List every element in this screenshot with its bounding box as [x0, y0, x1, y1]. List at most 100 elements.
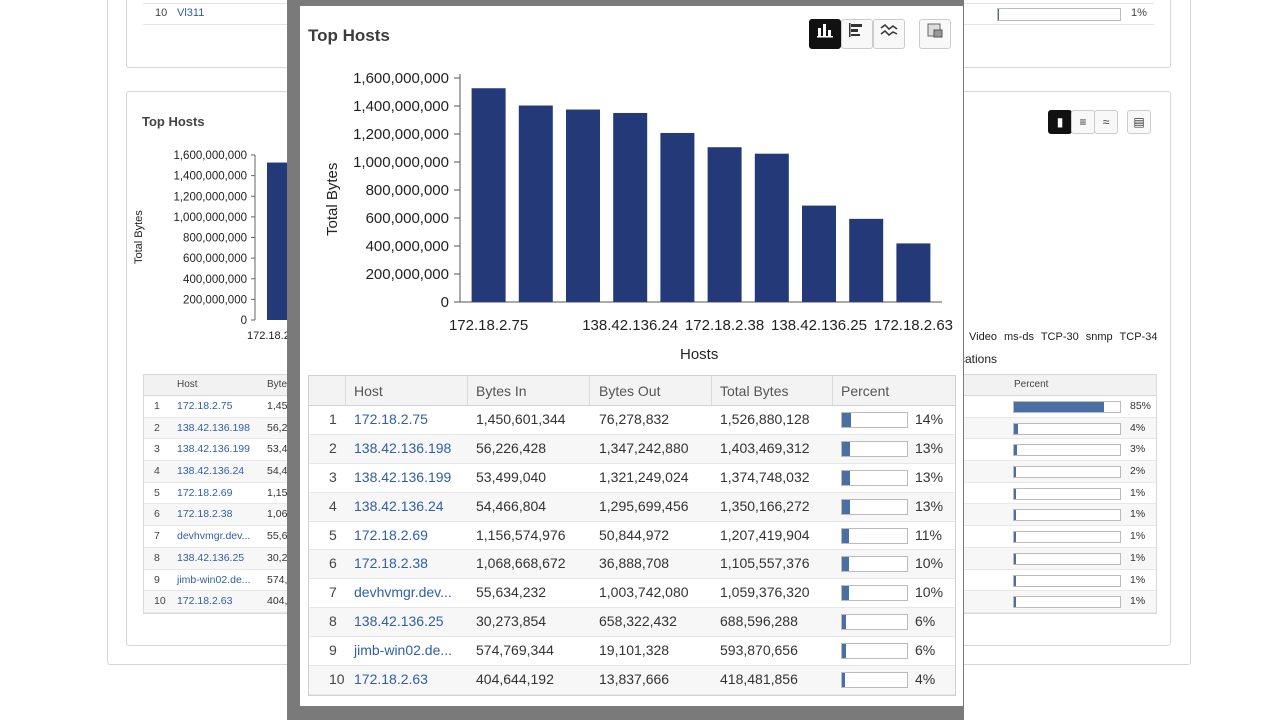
y-tick-label: 800,000,000	[183, 233, 247, 245]
total-bytes-value: 1,526,880,128	[720, 411, 810, 427]
bar-5[interactable]	[660, 132, 695, 302]
percent-label: 11%	[915, 526, 942, 543]
bytes-in-value: 1,450,601,344	[476, 411, 566, 427]
bar-8[interactable]	[802, 205, 836, 302]
host-link[interactable]: 172.18.2.69	[177, 486, 233, 499]
percent-bar	[1013, 487, 1121, 500]
column-header-total-bytes[interactable]: Total Bytes	[720, 383, 789, 399]
column-header[interactable]: Percent	[1014, 379, 1049, 390]
row-index: 9	[329, 642, 337, 659]
percent-label: 1%	[1130, 551, 1146, 564]
bytes-out-value: 1,347,242,880	[599, 439, 689, 456]
host-link[interactable]: 138.42.136.198	[177, 421, 250, 434]
total-bytes-value: 1,207,419,904	[720, 526, 810, 543]
table-row: 5 172.18.2.69 1,156,574,976 50,844,972 1,207…	[309, 522, 955, 551]
host-link[interactable]: 172.18.2.63	[177, 595, 233, 608]
host-link[interactable]: 172.18.2.38	[177, 508, 233, 521]
percent-bar	[1013, 422, 1121, 435]
percent-bar	[841, 469, 908, 486]
column-header-host[interactable]: Host	[354, 383, 383, 399]
table-row: 9 jimb-win02.de... 574,769,344 19,101,328 59…	[309, 637, 955, 667]
bar-chart-icon[interactable]: ▮	[1048, 110, 1072, 134]
table-row: 4 138.42.136.24 54,466,804 1,295,699,456 1,3…	[309, 492, 955, 522]
host-link[interactable]: 138.42.136.198	[354, 439, 452, 456]
host-link[interactable]: 138.42.136.199	[354, 468, 452, 485]
total-bytes-value: 593,870,656	[720, 642, 798, 659]
percent-bar	[1013, 466, 1121, 479]
host-link[interactable]: jimb-win02.de...	[177, 573, 251, 586]
percent-bar	[841, 498, 908, 515]
percent-bar	[841, 672, 908, 689]
bar-10[interactable]	[896, 243, 931, 302]
percent-label: 3%	[1130, 443, 1146, 456]
table-row: 3 138.42.136.199 53,499,040 1,321,249,024 1,…	[309, 464, 955, 493]
bar-2[interactable]	[518, 105, 553, 302]
percent-label: 1%	[1130, 530, 1146, 543]
bar-6[interactable]	[707, 147, 742, 302]
percent-label: 2%	[1130, 465, 1146, 478]
panel-title: Top Hosts	[142, 114, 205, 129]
bar-3[interactable]	[566, 109, 600, 302]
host-link[interactable]: 138.42.136.199	[177, 443, 250, 456]
y-tick-label: 400,000,000	[366, 238, 449, 255]
host-link[interactable]: 172.18.2.69	[354, 526, 428, 543]
column-header[interactable]: Bytes I	[267, 379, 298, 390]
row-index: 9	[154, 573, 160, 586]
percent-label: 6%	[915, 613, 936, 630]
column-header-bytes-out[interactable]: Bytes Out	[599, 383, 661, 399]
bytes-in-value: 574,769,344	[476, 642, 554, 659]
x-tick-label: TCP-34	[1119, 331, 1158, 343]
horizontal-bar-icon[interactable]	[841, 19, 873, 49]
bytes-out-value: 1,321,249,024	[599, 468, 689, 485]
host-link[interactable]: devhvmgr.dev...	[177, 530, 251, 543]
table-header: Host Bytes In Bytes Out Total Bytes Perc…	[309, 376, 955, 406]
line-chart-icon[interactable]	[873, 19, 905, 49]
bar-chart-icon[interactable]	[809, 19, 841, 49]
horizontal-bar-icon[interactable]: ≡	[1071, 110, 1095, 134]
percent-label: 1%	[1130, 508, 1146, 521]
percent-bar	[1013, 444, 1121, 457]
row-index: 7	[154, 530, 160, 543]
column-header-bytes-in[interactable]: Bytes In	[476, 383, 527, 399]
y-tick-label: 0	[441, 294, 449, 311]
table-row: 1 172.18.2.75 1,450,601,344 76,278,832 1,526…	[309, 406, 955, 435]
host-link[interactable]: 138.42.136.24	[354, 497, 444, 514]
bar-7[interactable]	[754, 153, 789, 302]
host-link[interactable]: Vl311	[177, 7, 205, 19]
row-index: 1	[329, 411, 337, 427]
row-index: 5	[329, 526, 337, 543]
bytes-out-value: 1,295,699,456	[599, 497, 689, 514]
host-link[interactable]: 138.42.136.24	[177, 465, 245, 478]
bytes-out-value: 36,888,708	[599, 555, 670, 572]
percent-bar	[1013, 509, 1121, 522]
host-link[interactable]: devhvmgr.dev...	[354, 584, 452, 601]
hosts-table: Host Bytes In Bytes Out Total Bytes Perc…	[308, 375, 956, 696]
host-link[interactable]: 172.18.2.63	[354, 671, 428, 688]
host-link[interactable]: jimb-win02.de...	[354, 642, 453, 659]
percent-label: 10%	[915, 555, 944, 572]
export-icon[interactable]: ▤	[1127, 110, 1151, 134]
percent-label: 1%	[1130, 486, 1146, 499]
host-link[interactable]: 138.42.136.25	[354, 613, 444, 630]
host-link[interactable]: 172.18.2.38	[354, 555, 428, 572]
bar-1[interactable]	[471, 88, 506, 302]
host-link[interactable]: 138.42.136.25	[177, 551, 245, 564]
x-axis-label: Hosts	[680, 346, 719, 363]
bytes-in-value: 30,273,854	[476, 613, 547, 630]
host-link[interactable]: 172.18.2.75	[354, 411, 428, 427]
y-tick-label: 800,000,000	[366, 182, 449, 199]
percent-label: 6%	[915, 642, 936, 659]
bar-9[interactable]	[849, 218, 884, 302]
row-index: 10	[329, 671, 345, 688]
host-link[interactable]: 172.18.2.75	[177, 400, 233, 412]
percent-label: 10%	[915, 584, 944, 601]
bar-4[interactable]	[613, 112, 648, 303]
column-header-percent[interactable]: Percent	[841, 383, 890, 399]
x-tick-label: 172.18.2.7	[247, 330, 299, 342]
export-icon[interactable]	[919, 19, 951, 49]
bytes-in-value: 1,068,668,672	[476, 555, 566, 572]
x-tick-label: 172.18.2.63	[874, 317, 953, 334]
column-header[interactable]: Host	[177, 379, 198, 390]
line-chart-icon[interactable]: ≈	[1094, 110, 1118, 134]
total-bytes-value: 688,596,288	[720, 613, 798, 630]
